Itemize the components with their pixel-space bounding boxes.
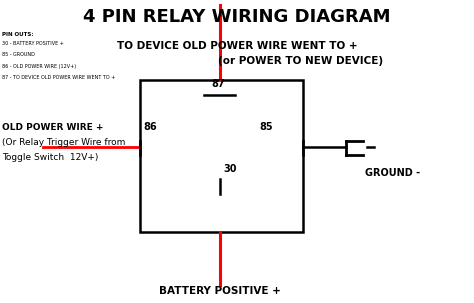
Bar [140, 80, 303, 232]
Text: 85: 85 [260, 122, 273, 132]
Text: 4 PIN RELAY WIRING DIAGRAM: 4 PIN RELAY WIRING DIAGRAM [83, 8, 391, 25]
Text: 86 - OLD POWER WIRE (12V+): 86 - OLD POWER WIRE (12V+) [2, 64, 76, 69]
Text: GROUND -: GROUND - [365, 168, 420, 178]
Text: OLD POWER WIRE +: OLD POWER WIRE + [2, 123, 104, 132]
Text: PIN OUTS:: PIN OUTS: [2, 32, 34, 37]
Text: 86: 86 [144, 122, 157, 132]
Text: 30: 30 [224, 164, 237, 174]
Text: 85 - GROUND: 85 - GROUND [2, 52, 35, 58]
Text: Toggle Switch  12V+): Toggle Switch 12V+) [2, 153, 99, 162]
Text: 87: 87 [211, 79, 225, 89]
Text: 87 - TO DEVICE OLD POWER WIRE WENT TO +: 87 - TO DEVICE OLD POWER WIRE WENT TO + [2, 75, 116, 81]
Text: (Or Relay Trigger Wire from: (Or Relay Trigger Wire from [2, 138, 126, 147]
Text: TO DEVICE OLD POWER WIRE WENT TO +: TO DEVICE OLD POWER WIRE WENT TO + [117, 41, 357, 51]
Text: 30 - BATTERY POSITIVE +: 30 - BATTERY POSITIVE + [2, 41, 64, 46]
Text: (or POWER TO NEW DEVICE): (or POWER TO NEW DEVICE) [219, 56, 383, 66]
Text: BATTERY POSITIVE +: BATTERY POSITIVE + [159, 286, 282, 296]
